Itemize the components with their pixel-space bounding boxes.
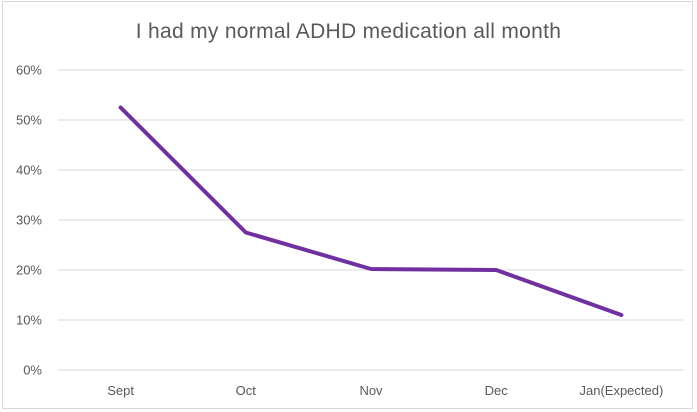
y-axis-tick-labels: 0% 10% 20% 30% 40% 50% 60% <box>16 63 42 378</box>
y-tick-label: 0% <box>23 363 42 378</box>
y-tick-label: 10% <box>16 313 42 328</box>
x-axis-tick-labels: Sept Oct Nov Dec Jan(Expected) <box>107 383 663 398</box>
y-tick-label: 20% <box>16 263 42 278</box>
x-tick-label: Oct <box>236 383 257 398</box>
series-lines <box>118 105 624 317</box>
x-tick-label: Jan(Expected) <box>579 383 663 398</box>
chart-title: I had my normal ADHD medication all mont… <box>135 20 562 43</box>
y-tick-label: 40% <box>16 163 42 178</box>
gridlines <box>58 69 684 371</box>
x-tick-label: Dec <box>485 383 509 398</box>
series-line <box>118 105 624 317</box>
y-tick-label: 50% <box>16 113 42 128</box>
y-tick-label: 30% <box>16 213 42 228</box>
x-tick-label: Sept <box>107 383 134 398</box>
y-tick-label: 60% <box>16 63 42 78</box>
x-tick-label: Nov <box>359 383 383 398</box>
